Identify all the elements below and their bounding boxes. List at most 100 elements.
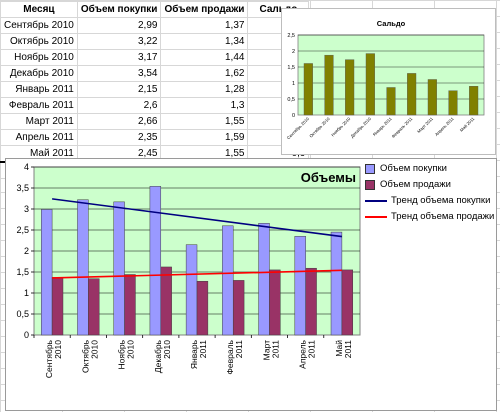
value-cell[interactable]: 1,28 [160,81,249,98]
value-cell[interactable]: 3,54 [76,65,162,82]
sale-bar [88,278,100,336]
legend-item-trend-sale: Тренд объема продажи [365,209,495,224]
y-tick-label: 1,5 [16,267,29,277]
purchase-bar [40,209,53,336]
purchase-bar [77,199,89,336]
trend-line-purchase [52,198,342,238]
value-cell[interactable]: 2,99 [76,17,162,34]
purchase-bar [294,236,306,336]
legend-item-purchase: Объем покупки [365,161,495,176]
x-tick-label: Апрель2011 [298,339,317,368]
column-header[interactable]: Объем продажи [160,1,249,18]
y-tick-label: 0,5 [16,309,29,319]
y-tick-label: 0 [292,113,295,119]
x-tick-label: Сентябрь2010 [44,339,63,378]
sale-bar [51,277,64,336]
x-tick-label: Декабрь2010 [153,339,172,373]
saldo-bar [324,54,334,116]
column-header[interactable]: Месяц [0,1,78,18]
trend-line-sale [52,269,342,279]
value-cell[interactable]: 1,62 [160,65,249,82]
sale-bar [160,266,172,336]
y-tick-label: 1 [24,288,29,298]
legend-label: Объем покупки [380,163,447,174]
data-table: Месяц Объем покупки Объем продажи Сальдо… [0,1,310,179]
value-cell[interactable]: 2,66 [76,113,162,130]
x-tick-label: Март2011 [261,340,280,361]
saldo-bar [345,59,355,116]
x-tick-label: Ноябрь 2010 [330,116,352,138]
saldo-bar [365,53,375,116]
legend-line [365,215,387,218]
value-cell[interactable]: 2,6 [76,97,162,114]
legend-label: Тренд объема покупки [391,195,491,206]
sale-bar [124,274,136,336]
x-tick-label: Апрель 2011 [434,116,455,137]
legend-swatch [365,179,375,190]
sale-bar [232,280,245,336]
row-label-cell[interactable]: Октябрь 2010 [0,33,78,50]
value-cell[interactable]: 1,37 [160,17,249,34]
legend-swatch [365,163,375,174]
y-tick-label: 3,5 [16,183,29,193]
x-tick-label: Январь2011 [189,339,208,369]
saldo-bar [303,63,313,116]
chart-title: Объемы [301,170,356,185]
value-cell[interactable]: 1,34 [160,33,249,50]
row-label-cell[interactable]: Январь 2011 [0,81,78,98]
value-cell[interactable]: 3,17 [76,49,162,66]
legend-label: Тренд объема продажи [391,211,495,222]
legend-line [365,199,387,202]
chart-legend: Объем покупки Объем продажи Тренд объема… [365,161,495,225]
row-label-cell[interactable]: Март 2011 [0,113,78,130]
x-tick-label: Октябрь2010 [80,339,99,373]
chart-title: Сальдо [377,19,406,28]
saldo-bar [386,87,396,116]
saldo-chart[interactable]: 0 0,5 1 1,5 2 2,5 Сальдо Сентябрь 2010 Октябрь 2… [281,8,496,155]
volumes-chart[interactable]: 0 0,5 1 1,5 2 2,5 3 3,5 4 Объемы Сентябрь2010 Октяб… [5,158,497,411]
value-cell[interactable]: 1,3 [160,97,249,114]
x-tick-label: Февраль 2011 [391,116,414,139]
sale-bar [341,269,354,336]
y-tick-label: 3 [24,204,29,214]
row-label-cell[interactable]: Ноябрь 2010 [0,49,78,66]
purchase-bar [149,186,162,336]
value-cell[interactable]: 2,15 [76,81,162,98]
y-tick-label: 2,5 [16,225,29,235]
volumes-chart-svg: 0 0,5 1 1,5 2 2,5 3 3,5 4 Объемы Сентябрь2010 Октяб… [16,162,361,378]
column-header[interactable]: Объем покупки [76,1,162,18]
saldo-bar [407,73,417,116]
row-label-cell[interactable]: Декабрь 2010 [0,65,78,82]
legend-item-trend-purchase: Тренд объема покупки [365,193,495,208]
x-tick-label: Декабрь 2010 [350,116,373,139]
x-tick-label: Январь 2011 [372,116,393,137]
row-label-cell[interactable]: Сентябрь 2010 [0,17,78,34]
value-cell[interactable]: 1,44 [160,49,249,66]
y-tick-label: 2,5 [287,33,295,39]
row-label-cell[interactable]: Февраль 2011 [0,97,78,114]
y-tick-label: 4 [24,162,29,172]
x-tick-label: Май 2011 [459,116,476,133]
value-cell[interactable]: 2,35 [76,129,162,146]
purchase-bar [185,244,198,336]
table-header-row: Месяц Объем покупки Объем продажи Сальдо [0,1,310,18]
value-cell[interactable]: 1,59 [160,129,249,146]
x-tick-label: Май2011 [334,340,353,359]
y-tick-label: 2 [24,246,29,256]
saldo-bar [448,90,458,116]
y-tick-label: 2 [292,49,295,55]
value-cell[interactable]: 3,22 [76,33,162,50]
x-tick-label: Март 2011 [416,116,434,134]
value-cell[interactable]: 1,55 [160,113,249,130]
row-label-cell[interactable]: Апрель 2011 [0,129,78,146]
sale-bar [305,267,317,336]
purchase-bar [222,225,234,336]
legend-item-sale: Объем продажи [365,177,495,192]
x-tick-label: Ноябрь2010 [117,339,136,369]
purchase-bar [113,201,125,336]
